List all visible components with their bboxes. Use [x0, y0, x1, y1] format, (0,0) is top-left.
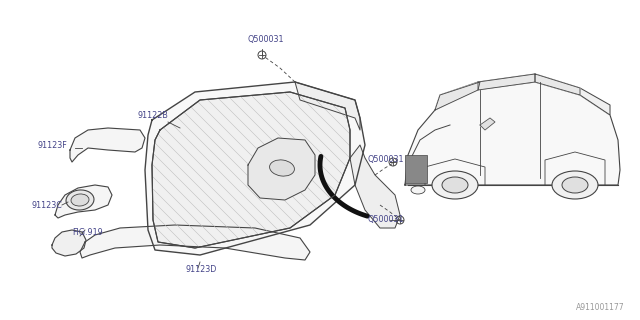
- Text: Q500031: Q500031: [368, 155, 404, 164]
- Polygon shape: [535, 74, 580, 95]
- Polygon shape: [70, 128, 145, 162]
- Text: 91122B: 91122B: [138, 111, 169, 120]
- Text: A911001177: A911001177: [577, 303, 625, 312]
- Ellipse shape: [66, 190, 94, 210]
- Bar: [405, 155, 427, 183]
- Ellipse shape: [71, 194, 89, 206]
- Polygon shape: [405, 82, 620, 185]
- Text: FIG.919: FIG.919: [72, 228, 103, 237]
- Polygon shape: [350, 145, 400, 228]
- Text: 91123C: 91123C: [32, 201, 63, 210]
- Polygon shape: [295, 82, 360, 130]
- Ellipse shape: [432, 171, 478, 199]
- Polygon shape: [152, 92, 350, 248]
- Polygon shape: [52, 230, 86, 256]
- Ellipse shape: [552, 171, 598, 199]
- Polygon shape: [435, 82, 480, 110]
- Polygon shape: [55, 185, 112, 218]
- Text: Q500031: Q500031: [368, 215, 404, 224]
- Ellipse shape: [442, 177, 468, 193]
- Polygon shape: [80, 225, 310, 260]
- Ellipse shape: [411, 186, 425, 194]
- Ellipse shape: [269, 160, 294, 176]
- Text: 91123D: 91123D: [185, 265, 216, 274]
- Polygon shape: [248, 138, 315, 200]
- Polygon shape: [480, 118, 495, 130]
- Polygon shape: [435, 74, 610, 115]
- Polygon shape: [478, 74, 535, 90]
- Ellipse shape: [562, 177, 588, 193]
- Text: 91123F: 91123F: [38, 141, 68, 150]
- Polygon shape: [145, 82, 365, 255]
- Text: Q500031: Q500031: [248, 35, 285, 44]
